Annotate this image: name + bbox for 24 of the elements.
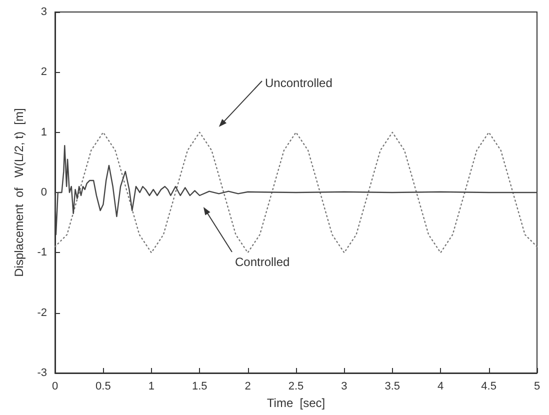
y-tick-label: 0 [40,186,47,198]
x-tick-label: 1.5 [192,380,208,392]
x-tick-label: 4.5 [481,380,496,392]
x-tick-label: 0 [52,380,58,392]
y-tick-label: -3 [37,367,47,379]
line-series [54,144,538,236]
y-tick-label: 1 [40,126,47,138]
y-tick-label: -1 [37,246,47,259]
annotation: Uncontrolled [265,76,332,90]
line-series [54,132,538,254]
y-tick-label: 3 [40,6,47,18]
x-tick-label: 0.5 [96,380,111,392]
x-tick-label: 4 [438,380,444,392]
y-tick-label: -2 [37,306,47,319]
x-tick-label: 5 [534,380,540,392]
x-tick-label: 3 [341,380,348,392]
x-tick-label: 3.5 [384,380,400,392]
annotation: Controlled [235,255,290,269]
y-axis-title: Displacement of W(L/2, t) [m] [12,108,26,277]
x-tick-label: 1 [148,380,154,392]
y-tick-label: 2 [40,66,47,78]
x-tick-label: 2 [244,380,251,392]
x-axis-title: Time [sec] [266,396,326,410]
x-tick-label: 2.5 [288,380,304,392]
